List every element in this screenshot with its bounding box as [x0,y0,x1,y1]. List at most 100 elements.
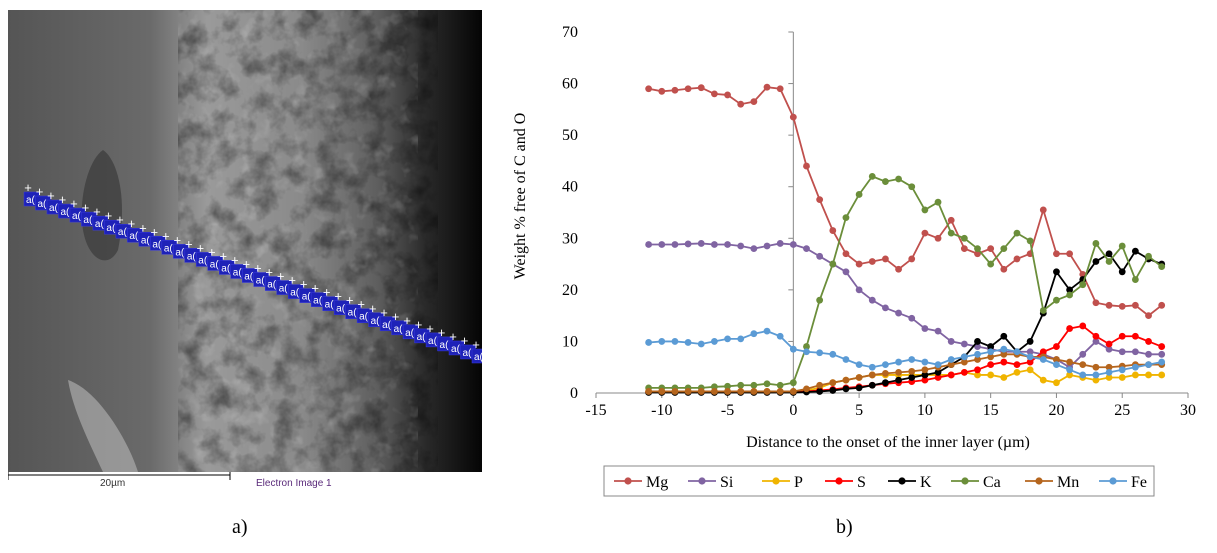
data-point-mn [1092,363,1100,371]
analysis-spot-label: a( [256,276,266,287]
analysis-spot-label: a( [279,284,289,295]
analysis-spot-label: a( [417,332,427,343]
data-point-si [1145,350,1152,358]
data-point-k [829,387,837,394]
y-tick-label: 0 [570,385,578,402]
data-point-fe [658,338,666,345]
data-point-s [1158,343,1166,350]
analysis-spot-label: a( [164,243,174,254]
crosshair-marker: + [151,224,159,239]
data-point-fe [711,338,718,345]
data-point-mn [1053,356,1060,363]
data-point-k [987,343,995,350]
data-point-mg [776,85,784,93]
legend-marker-mg [624,477,632,485]
data-point-k [974,338,981,345]
data-point-si [974,343,981,350]
analysis-spot-label: a( [175,247,185,258]
crosshair-marker: + [300,277,308,292]
data-point-fe [645,339,653,346]
data-point-fe [1079,371,1087,379]
data-point-fe [763,327,771,335]
data-point-mg [829,227,837,234]
data-point-mg [895,265,902,273]
data-point-k [1118,268,1126,276]
panel-b-label: b) [836,516,853,538]
y-tick-label: 30 [562,230,578,247]
analysis-spot-label: a( [95,219,105,230]
data-point-mg [1131,301,1139,309]
series-line-k [648,249,1163,394]
crosshair-marker: + [438,325,446,340]
data-point-mg [1053,250,1060,258]
crosshair-marker: + [231,252,239,267]
data-point-k [842,385,850,393]
data-point-s [974,366,981,374]
data-point-si [1026,348,1034,356]
data-point-p [1066,371,1073,379]
data-point-si [1118,348,1126,356]
data-point-fe [921,358,929,366]
data-point-mg [921,229,929,237]
data-point-s [1131,332,1139,340]
analysis-spot-label: a( [106,223,116,234]
data-point-k [1000,332,1008,340]
x-tick-label: 15 [983,402,999,419]
data-point-p [1092,376,1100,384]
data-point-s [1145,338,1152,345]
analysis-spot-label: a( [83,215,93,226]
image-title: Electron Image 1 [256,478,332,489]
crosshair-marker: + [36,184,44,199]
data-point-mn [1066,358,1073,366]
data-point-k [921,371,929,379]
data-point-ca [895,175,902,183]
analysis-spot-label: a( [221,263,231,274]
analysis-spot-label: a( [336,304,346,315]
legend-marker-mn [1035,477,1043,485]
analysis-spot-label: a( [72,211,82,222]
data-point-s [1053,343,1060,350]
analysis-spot-label: a( [302,292,312,303]
data-point-si [737,242,745,250]
crosshair-marker: + [59,192,67,207]
crosshair-marker: + [449,329,457,344]
crosshair-marker: + [185,236,193,251]
data-point-si [684,240,692,248]
data-point-si [921,325,929,332]
data-point-si [697,240,705,247]
data-point-mn [855,374,863,381]
data-point-fe [1026,353,1034,361]
analysis-line: a(+a(+a(+a(+a(+a(+a(+a(+a(+a(+a(+a(+a(+a… [23,180,482,364]
data-point-fe [960,353,968,361]
analysis-spot-label: a( [60,207,70,218]
data-point-ca [934,198,942,206]
series-line-ca [648,175,1163,389]
data-point-ca [789,379,797,387]
legend-marker-s [835,477,843,485]
legend-label-mg: Mg [646,474,668,491]
legend-label-p: P [794,474,803,491]
data-point-mn [974,356,981,363]
data-point-si [947,338,955,345]
data-point-s [987,361,995,369]
legend-marker-ca [961,477,969,485]
crosshair-marker: + [323,285,331,300]
x-tick-label: 25 [1114,402,1130,419]
scale-bar-area: 20µm Electron Image 1 [8,472,482,494]
data-point-mg [974,250,981,258]
data-point-ca [1092,240,1100,247]
data-point-mg [934,234,942,242]
data-point-mn [868,371,876,379]
data-point-mn [816,381,824,389]
legend-label-k: K [920,474,932,491]
data-point-k [895,376,902,384]
data-point-fe [1039,356,1047,363]
analysis-spot-label: a( [440,340,450,351]
crosshair-marker: + [311,281,319,296]
data-point-fe [934,361,942,369]
data-point-fe [1066,366,1073,374]
analysis-spot-label: a( [348,308,358,319]
y-tick-label: 50 [562,127,578,144]
analysis-spot-label: a( [405,328,415,339]
data-point-ca [816,296,824,304]
